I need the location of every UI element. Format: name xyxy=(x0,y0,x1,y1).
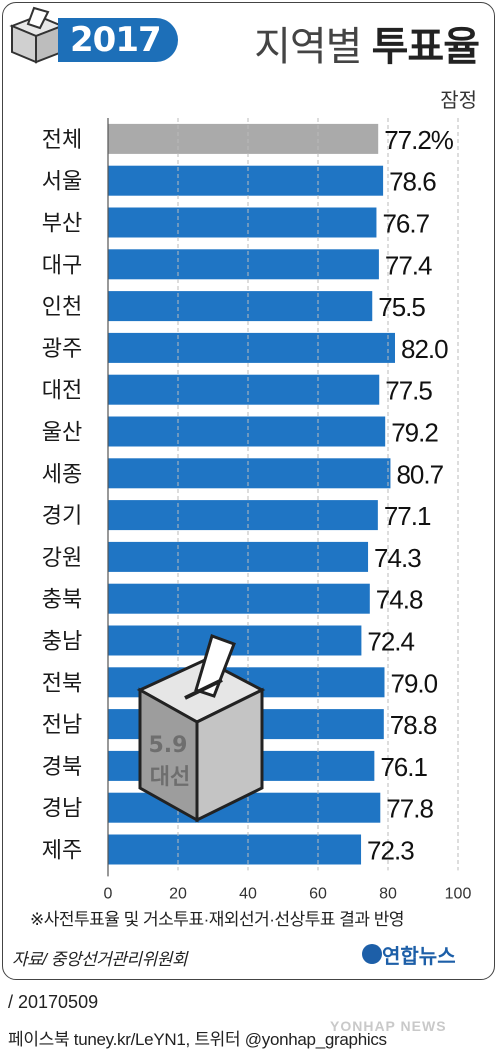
category-label-14: 전남 xyxy=(42,713,82,738)
source-credit: 자료/ 중앙선거관리위원회 xyxy=(12,950,188,969)
category-label-9: 경기 xyxy=(42,504,82,529)
year-badge xyxy=(58,18,178,62)
social-links: 페이스북 tuney.kr/LeYN1, 트위터 @yonhap_graphic… xyxy=(8,1030,387,1049)
value-label-12: 72.4 xyxy=(367,627,414,657)
category-label-16: 경남 xyxy=(42,797,82,822)
bar-17 xyxy=(108,834,362,865)
category-label-5: 광주 xyxy=(42,337,82,362)
ballot-box-right xyxy=(195,687,264,823)
bar-10 xyxy=(108,541,369,572)
bar-1 xyxy=(108,165,384,196)
ballot-label-election: 대선 xyxy=(150,765,190,790)
bar-6 xyxy=(108,374,380,405)
category-label-13: 전북 xyxy=(42,671,82,696)
value-label-0: 77.2% xyxy=(384,125,454,155)
x-tick-label-4: 80 xyxy=(379,885,397,900)
value-label-10: 74.3 xyxy=(374,543,421,573)
title-main: 투표율 xyxy=(371,25,480,69)
chart-title: 지역별 투표율 xyxy=(254,14,480,72)
ballot-paper xyxy=(194,634,236,698)
bar-8 xyxy=(108,458,391,489)
value-label-5: 82.0 xyxy=(401,334,448,364)
date-stamp: / 20170509 xyxy=(8,992,99,1012)
bar-3 xyxy=(108,249,379,280)
chart-subtitle: 잠정 xyxy=(440,90,477,112)
bar-2 xyxy=(108,207,377,238)
footnote: ※사전투표율 및 거소투표·재외선거·선상투표 결과 반영 xyxy=(30,910,405,929)
category-label-3: 대구 xyxy=(42,253,82,278)
x-tick-label-2: 40 xyxy=(239,885,257,900)
value-label-14: 78.8 xyxy=(390,710,437,740)
category-label-12: 충남 xyxy=(42,630,82,655)
title-prefix: 지역별 xyxy=(254,25,362,69)
x-tick-label-3: 60 xyxy=(309,885,327,900)
x-tick-label-0: 0 xyxy=(104,885,113,900)
watermark: YONHAP NEWS xyxy=(330,1018,447,1034)
category-label-10: 강원 xyxy=(42,546,82,571)
bar-4 xyxy=(108,291,373,322)
value-label-3: 77.4 xyxy=(385,250,432,280)
bar-12 xyxy=(108,625,362,656)
category-label-2: 부산 xyxy=(42,212,82,237)
category-label-1: 서울 xyxy=(42,170,82,195)
category-label-6: 대전 xyxy=(42,379,82,404)
value-label-17: 72.3 xyxy=(367,836,414,866)
ballot-label-date: 5.9 xyxy=(149,733,188,758)
bar-9 xyxy=(108,500,378,531)
category-label-4: 인천 xyxy=(42,295,82,320)
value-label-4: 75.5 xyxy=(378,292,425,322)
year-label: 2017 xyxy=(70,20,162,60)
ballot-slot xyxy=(184,678,223,700)
bar-7 xyxy=(108,416,386,447)
bar-11 xyxy=(108,583,370,614)
value-label-1: 78.6 xyxy=(389,167,436,197)
value-label-11: 74.8 xyxy=(376,585,423,615)
category-label-17: 제주 xyxy=(42,839,82,864)
value-label-7: 79.2 xyxy=(391,418,438,448)
agency-logo-icon xyxy=(362,944,382,964)
value-label-16: 77.8 xyxy=(386,794,433,824)
value-label-9: 77.1 xyxy=(384,501,431,531)
agency-name: 연합뉴스 xyxy=(382,946,456,968)
category-label-7: 울산 xyxy=(42,421,82,446)
value-label-2: 76.7 xyxy=(382,209,429,239)
value-label-6: 77.5 xyxy=(385,376,432,406)
category-label-15: 경북 xyxy=(42,755,82,780)
category-label-11: 충북 xyxy=(42,588,82,613)
x-tick-label-1: 20 xyxy=(169,885,187,900)
bar-0 xyxy=(108,123,379,154)
x-tick-label-5: 100 xyxy=(445,885,472,900)
value-label-13: 79.0 xyxy=(391,668,438,698)
value-label-15: 76.1 xyxy=(380,752,427,782)
value-label-8: 80.7 xyxy=(396,459,443,489)
bar-5 xyxy=(108,332,395,363)
category-label-0: 전체 xyxy=(42,128,82,153)
category-label-8: 세종 xyxy=(42,462,82,487)
